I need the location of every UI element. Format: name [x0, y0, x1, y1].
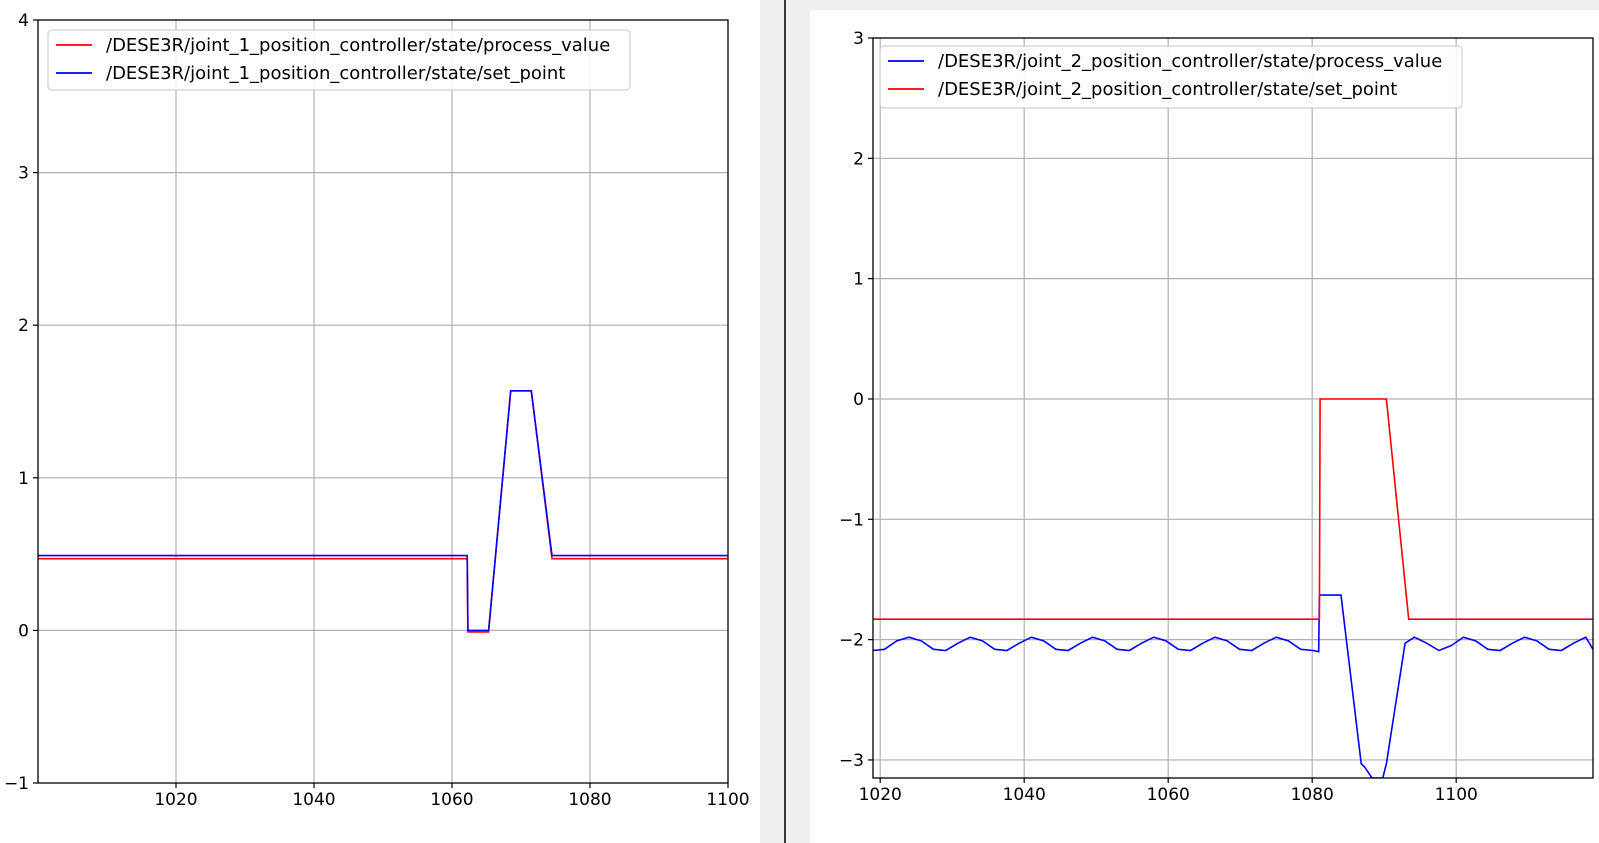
y-tick-label: 3 — [18, 164, 29, 184]
legend-box — [879, 45, 1463, 109]
chart-panel-joint-2 — [810, 10, 1599, 843]
panel-divider-line — [784, 0, 786, 843]
x-tick-label: 1060 — [1147, 785, 1190, 805]
y-tick-label: −3 — [839, 751, 864, 771]
y-tick-label: 1 — [853, 270, 864, 290]
x-tick-label: 1100 — [1435, 785, 1478, 805]
y-tick-label: 2 — [18, 316, 29, 336]
x-tick-label: 1100 — [706, 790, 749, 810]
chart-2: 1020 1040 1060 1080 1100 −3 −2 −1 0 1 2 3/DESE3R/jo… — [839, 29, 1594, 805]
plot-frame — [37, 19, 729, 784]
series-line-2 — [873, 398, 1593, 621]
y-tick-label: −1 — [839, 510, 864, 530]
chart-1: 1020 1040 1060 1080 1100 −1 0 1 2 3 4/DESE3R/joint… — [4, 11, 750, 810]
panel-separator — [760, 0, 786, 843]
y-tick-label: 3 — [853, 29, 864, 49]
series-line-2 — [38, 389, 728, 632]
y-tick-label: −2 — [839, 631, 864, 651]
y-tick-label: 0 — [18, 621, 29, 641]
chart-panel-joint-1 — [0, 0, 760, 843]
x-tick-label: 1080 — [1291, 785, 1334, 805]
y-tick-label: 0 — [853, 390, 864, 410]
x-tick-label: 1040 — [1003, 785, 1046, 805]
x-tick-label: 1020 — [154, 790, 197, 810]
legend-label-2: /DESE3R/joint_1_position_controller/stat… — [106, 63, 565, 84]
legend-box — [47, 29, 631, 91]
x-tick-label: 1080 — [568, 790, 611, 810]
y-tick-label: −1 — [4, 774, 29, 794]
series-line-1 — [873, 594, 1593, 778]
x-tick-label: 1020 — [859, 785, 902, 805]
y-tick-label: 4 — [18, 11, 29, 31]
x-tick-label: 1060 — [430, 790, 473, 810]
x-tick-label: 1040 — [292, 790, 335, 810]
legend-label-1: /DESE3R/joint_2_position_controller/stat… — [938, 51, 1442, 72]
plot-frame — [872, 37, 1594, 779]
y-tick-label: 2 — [853, 149, 864, 169]
legend-label-2: /DESE3R/joint_2_position_controller/stat… — [938, 79, 1397, 100]
legend-label-1: /DESE3R/joint_1_position_controller/stat… — [106, 35, 610, 56]
series-line-1 — [38, 389, 728, 633]
y-tick-label: 1 — [18, 469, 29, 489]
